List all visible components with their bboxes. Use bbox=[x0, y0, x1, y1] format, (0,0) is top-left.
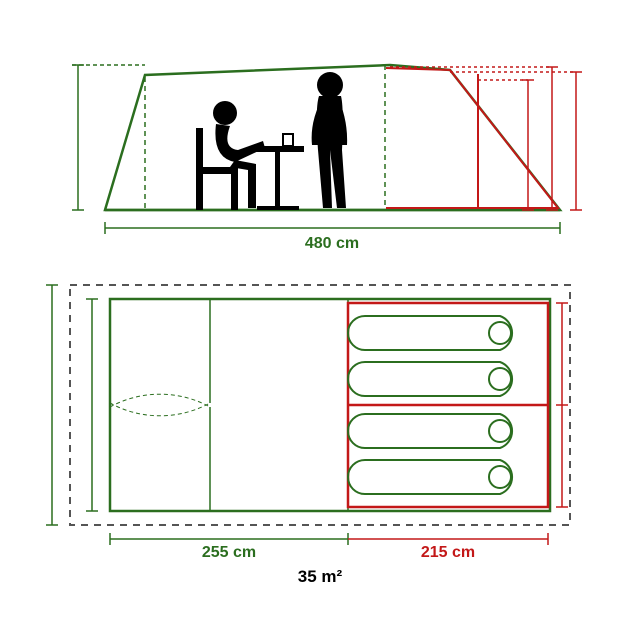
people-icon bbox=[196, 72, 347, 210]
inner-red-profile bbox=[386, 68, 558, 208]
dim-h-195 bbox=[390, 67, 558, 210]
door-arc-top bbox=[110, 403, 210, 416]
dim-h-170 bbox=[478, 80, 534, 210]
door-arc-bottom bbox=[110, 394, 210, 407]
dim-sleep-140b bbox=[556, 405, 568, 507]
dim-outer-width bbox=[105, 222, 560, 234]
label-outer-width: 480 cm bbox=[305, 235, 359, 252]
diagram-svg: 217 cm bbox=[30, 30, 587, 587]
dim-h-175 bbox=[450, 72, 582, 210]
dim-sleep-140a bbox=[556, 303, 568, 405]
label-area: 35 m² bbox=[298, 567, 343, 586]
dim-depth-320 bbox=[46, 285, 58, 525]
label-vest-width: 255 cm bbox=[202, 544, 256, 561]
side-view: 217 cm bbox=[30, 30, 582, 252]
dim-depth-300 bbox=[86, 299, 98, 511]
top-view: 320 cm 300 cm bbox=[30, 30, 570, 586]
label-sleep-width: 215 cm bbox=[421, 544, 475, 561]
dim-outer-height bbox=[72, 65, 145, 210]
tent-dimension-diagram: 217 cm bbox=[30, 30, 587, 587]
